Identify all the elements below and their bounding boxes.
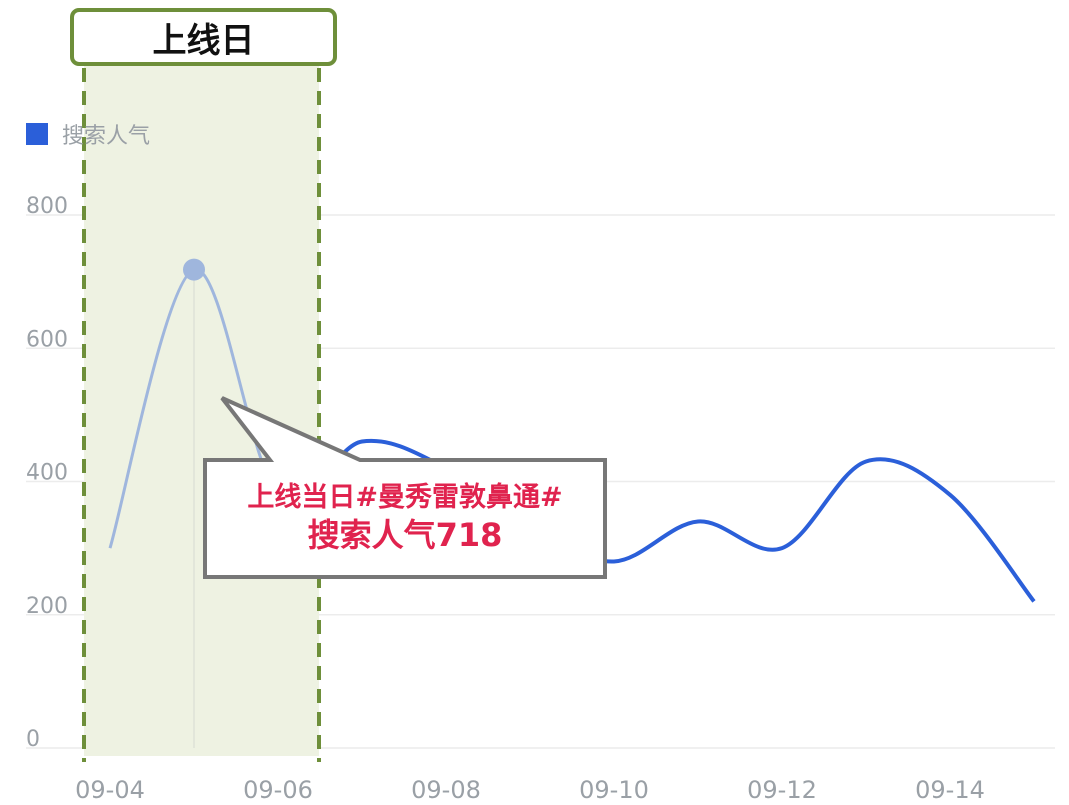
- callout-line-2: 搜索人气718: [307, 516, 503, 555]
- y-tick-label: 800: [26, 194, 68, 219]
- launch-day-label: 上线日: [70, 8, 337, 66]
- y-tick-label: 0: [26, 727, 40, 752]
- x-tick-label: 09-04: [75, 776, 145, 804]
- legend[interactable]: 搜索人气: [26, 118, 150, 150]
- x-axis-ticks: 09-04 09-06 09-08 09-10 09-12 09-14: [75, 776, 985, 804]
- legend-label: 搜索人气: [62, 124, 151, 149]
- x-tick-label: 09-06: [243, 776, 313, 804]
- launch-day-highlight-band: [84, 66, 319, 756]
- series-line-search-popularity: [276, 438, 1036, 603]
- callout-line-1: 上线当日#曼秀雷敦鼻通#: [247, 482, 563, 514]
- legend-swatch-icon: [26, 123, 48, 145]
- y-axis-ticks: 0 200 400 600 800: [26, 194, 68, 752]
- callout-bubble: [203, 396, 607, 579]
- x-tick-label: 09-14: [915, 776, 985, 804]
- callout-text: 上线当日#曼秀雷敦鼻通# 搜索人气718: [205, 460, 605, 577]
- y-tick-label: 200: [26, 594, 68, 619]
- peak-data-point: [183, 258, 205, 281]
- y-tick-label: 400: [26, 461, 68, 486]
- y-tick-label: 600: [26, 327, 68, 352]
- x-tick-label: 09-10: [579, 776, 649, 804]
- x-tick-label: 09-12: [747, 776, 817, 804]
- x-tick-label: 09-08: [411, 776, 481, 804]
